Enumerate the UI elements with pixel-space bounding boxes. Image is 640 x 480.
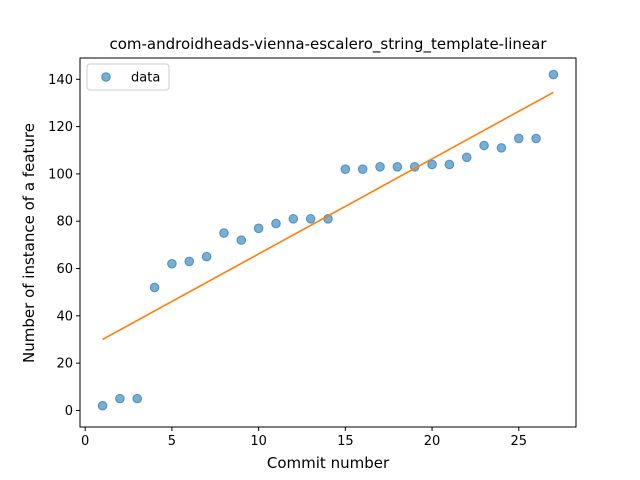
data-point	[288, 214, 299, 224]
x-axis-label: Commit number	[267, 454, 390, 472]
y-tick-label: 20	[56, 357, 73, 372]
data-point	[548, 69, 559, 80]
data-point	[357, 164, 368, 174]
y-tick-label: 0	[65, 404, 73, 419]
data-point	[479, 140, 489, 151]
y-tick-label: 140	[48, 73, 73, 88]
data-point	[513, 133, 524, 144]
data-point	[340, 164, 351, 174]
data-point	[461, 152, 472, 163]
data-point	[271, 218, 281, 229]
data-point	[167, 258, 177, 269]
data-point	[115, 393, 125, 404]
data-point	[236, 235, 247, 245]
data-point	[253, 223, 264, 234]
x-tick-label: 15	[337, 434, 354, 449]
y-tick-label: 100	[48, 167, 73, 182]
data-point	[149, 282, 160, 293]
axes-frame	[79, 57, 577, 428]
data-point	[132, 393, 143, 404]
y-axis-label: Number of instance of a feature	[20, 123, 38, 363]
x-tick-label: 5	[168, 434, 176, 449]
x-tick-label: 20	[424, 434, 441, 449]
legend-box	[86, 63, 170, 91]
data-point	[444, 159, 455, 170]
x-tick-label: 10	[250, 434, 267, 449]
data-point	[305, 214, 316, 224]
y-tick-label: 60	[56, 262, 73, 277]
y-tick-label: 120	[48, 120, 73, 135]
y-tick-label: 80	[56, 215, 73, 230]
y-tick-label: 40	[56, 309, 73, 324]
data-point	[97, 400, 108, 411]
data-point	[375, 162, 385, 172]
data-point	[392, 162, 403, 172]
data-point	[184, 256, 195, 267]
data-point	[219, 228, 229, 238]
x-tick-label: 0	[81, 434, 89, 449]
chart-title: com-androidheads-vienna-escalero_string_…	[109, 35, 547, 54]
x-tick-label: 25	[510, 434, 527, 449]
data-point	[531, 133, 541, 144]
plot-area: 0 5 10 15 20 25 0 20 40 60 80 100 120 140 data	[48, 57, 577, 449]
legend-marker	[101, 72, 111, 82]
legend-label: data	[131, 71, 160, 86]
fit-line	[102, 91, 554, 341]
data-point	[427, 159, 437, 170]
data-point	[496, 143, 507, 153]
data-point	[201, 251, 212, 262]
